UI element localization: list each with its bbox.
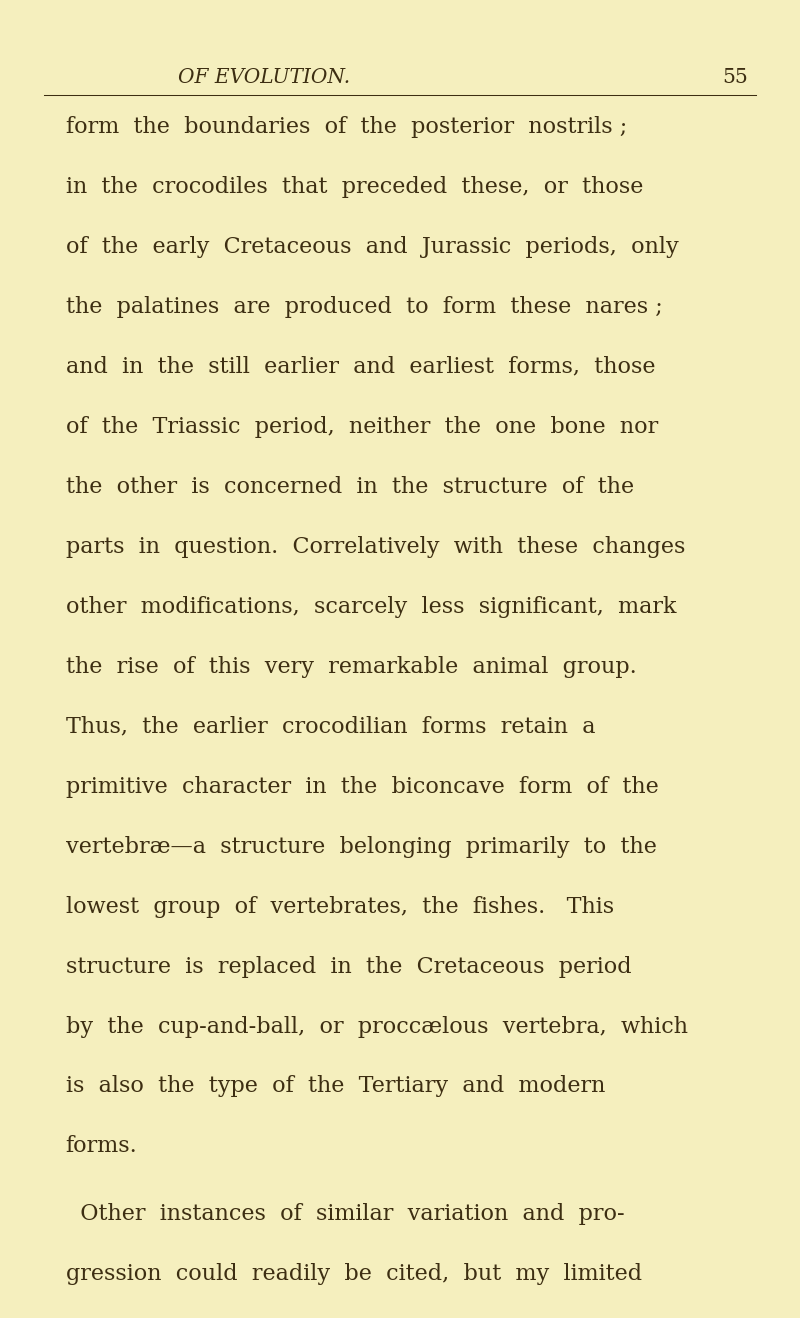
Text: forms.: forms. (66, 1135, 138, 1157)
Text: 55: 55 (722, 67, 748, 87)
Text: is  also  the  type  of  the  Tertiary  and  modern: is also the type of the Tertiary and mod… (66, 1075, 605, 1098)
Text: form  the  boundaries  of  the  posterior  nostrils ;: form the boundaries of the posterior nos… (66, 116, 627, 138)
Text: structure  is  replaced  in  the  Cretaceous  period: structure is replaced in the Cretaceous … (66, 956, 631, 978)
Text: vertebræ—a  structure  belonging  primarily  to  the: vertebræ—a structure belonging primarily… (66, 836, 657, 858)
Text: of  the  early  Cretaceous  and  Jurassic  periods,  only: of the early Cretaceous and Jurassic per… (66, 236, 678, 258)
Text: of  the  Triassic  period,  neither  the  one  bone  nor: of the Triassic period, neither the one … (66, 415, 658, 438)
Text: Other  instances  of  similar  variation  and  pro-: Other instances of similar variation and… (66, 1203, 624, 1226)
Text: in  the  crocodiles  that  preceded  these,  or  those: in the crocodiles that preceded these, o… (66, 175, 643, 198)
Text: lowest  group  of  vertebrates,  the  fishes.   This: lowest group of vertebrates, the fishes.… (66, 895, 614, 917)
Text: and  in  the  still  earlier  and  earliest  forms,  those: and in the still earlier and earliest fo… (66, 356, 655, 378)
Text: gression  could  readily  be  cited,  but  my  limited: gression could readily be cited, but my … (66, 1263, 642, 1285)
Text: the  other  is  concerned  in  the  structure  of  the: the other is concerned in the structure … (66, 476, 634, 498)
Text: OF EVOLUTION.: OF EVOLUTION. (178, 67, 350, 87)
Text: by  the  cup-and-ball,  or  proccælous  vertebra,  which: by the cup-and-ball, or proccælous verte… (66, 1015, 688, 1037)
Text: the  palatines  are  produced  to  form  these  nares ;: the palatines are produced to form these… (66, 295, 662, 318)
Text: other  modifications,  scarcely  less  significant,  mark: other modifications, scarcely less signi… (66, 596, 676, 618)
Text: the  rise  of  this  very  remarkable  animal  group.: the rise of this very remarkable animal … (66, 655, 636, 677)
Text: primitive  character  in  the  biconcave  form  of  the: primitive character in the biconcave for… (66, 775, 658, 797)
Text: Thus,  the  earlier  crocodilian  forms  retain  a: Thus, the earlier crocodilian forms reta… (66, 716, 595, 738)
Text: parts  in  question.  Correlatively  with  these  changes: parts in question. Correlatively with th… (66, 535, 685, 558)
